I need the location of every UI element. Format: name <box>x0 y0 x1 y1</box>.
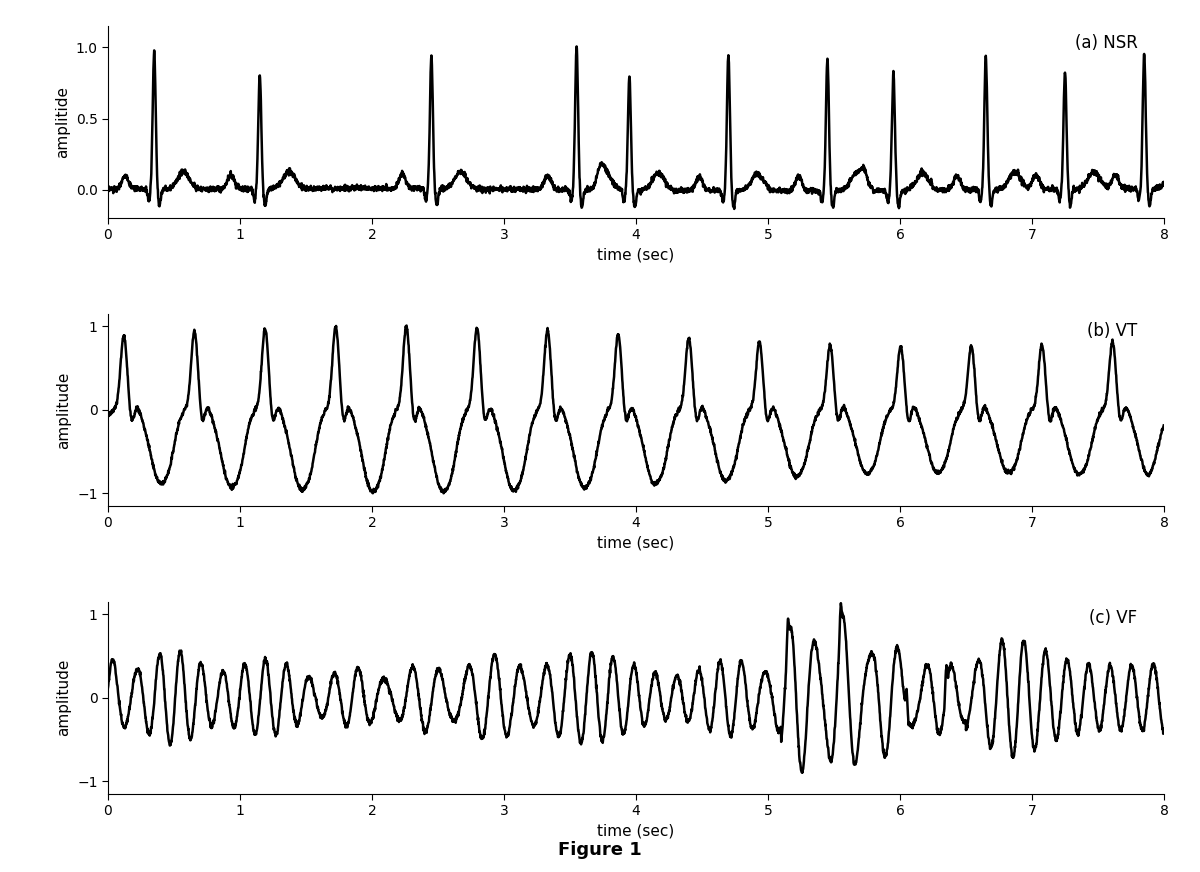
Text: (b) VT: (b) VT <box>1087 322 1138 339</box>
X-axis label: time (sec): time (sec) <box>598 248 674 263</box>
X-axis label: time (sec): time (sec) <box>598 823 674 839</box>
Text: (c) VF: (c) VF <box>1090 610 1138 627</box>
Text: (a) NSR: (a) NSR <box>1075 34 1138 51</box>
Y-axis label: amplitude: amplitude <box>56 371 72 448</box>
Y-axis label: amplitide: amplitide <box>55 86 70 158</box>
Y-axis label: amplitude: amplitude <box>56 659 72 736</box>
X-axis label: time (sec): time (sec) <box>598 535 674 551</box>
Text: Figure 1: Figure 1 <box>558 841 642 859</box>
